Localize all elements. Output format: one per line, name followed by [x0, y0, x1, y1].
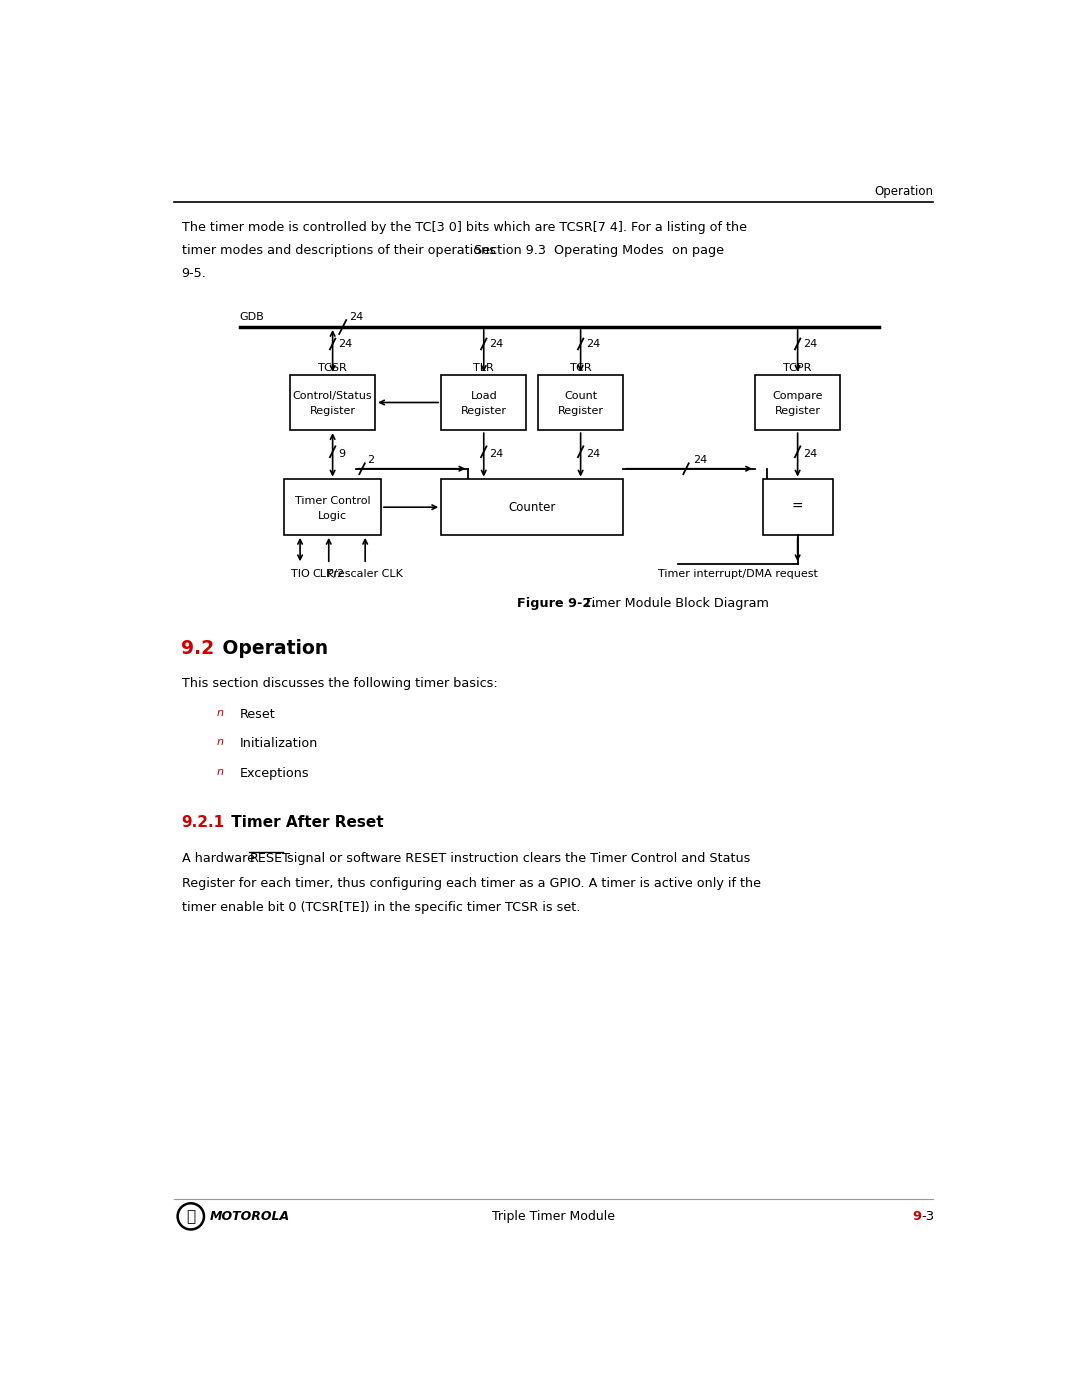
Text: Register: Register — [310, 405, 355, 416]
Text: Register: Register — [461, 405, 507, 416]
Text: signal or software RESET instruction clears the Timer Control and Status: signal or software RESET instruction cle… — [283, 852, 750, 865]
Text: =: = — [792, 500, 804, 514]
Text: 24: 24 — [349, 313, 363, 323]
Text: CLK/2: CLK/2 — [313, 569, 345, 578]
Bar — [755, 374, 840, 430]
Text: A hardware: A hardware — [181, 852, 255, 865]
Text: 24: 24 — [804, 338, 818, 349]
Text: Register: Register — [774, 405, 821, 416]
Text: 9.2: 9.2 — [181, 638, 215, 658]
Text: Timer Module Block Diagram: Timer Module Block Diagram — [580, 597, 769, 609]
Text: Logic: Logic — [319, 510, 347, 521]
Text: Counter: Counter — [509, 500, 556, 514]
Text: Triple Timer Module: Triple Timer Module — [492, 1210, 615, 1222]
Text: 24: 24 — [586, 448, 600, 458]
Text: Section 9.3  Operating Modes: Section 9.3 Operating Modes — [474, 244, 664, 257]
Text: Control/Status: Control/Status — [293, 391, 373, 401]
Bar — [538, 374, 623, 430]
Text: Figure 9-2.: Figure 9-2. — [516, 597, 596, 609]
Bar — [762, 479, 833, 535]
Text: n: n — [217, 738, 224, 747]
Text: 2: 2 — [367, 455, 375, 465]
Text: TCSR: TCSR — [319, 363, 347, 373]
Text: RESET: RESET — [249, 852, 291, 865]
Text: Operation: Operation — [874, 184, 933, 197]
Text: TCR: TCR — [570, 363, 592, 373]
Text: 9: 9 — [338, 448, 346, 458]
Text: timer modes and descriptions of their operations: timer modes and descriptions of their op… — [181, 244, 496, 257]
Bar — [441, 479, 623, 535]
Text: 24: 24 — [586, 338, 600, 349]
Text: 24: 24 — [804, 448, 818, 458]
Text: TCPR: TCPR — [783, 363, 812, 373]
Text: Compare: Compare — [772, 391, 823, 401]
Text: GDB: GDB — [240, 313, 265, 323]
Text: Ⓜ: Ⓜ — [186, 1208, 195, 1224]
Text: Reset: Reset — [240, 708, 275, 721]
Bar — [441, 374, 526, 430]
Text: Timer After Reset: Timer After Reset — [227, 816, 384, 830]
Text: Register: Register — [557, 405, 604, 416]
Text: n: n — [217, 708, 224, 718]
Text: Load: Load — [471, 391, 497, 401]
Text: 24: 24 — [489, 448, 503, 458]
Text: Timer interrupt/DMA request: Timer interrupt/DMA request — [658, 569, 818, 578]
Text: Prescaler CLK: Prescaler CLK — [327, 569, 403, 578]
Text: TLR: TLR — [473, 363, 495, 373]
Text: Operation: Operation — [216, 638, 328, 658]
Text: MOTOROLA: MOTOROLA — [211, 1210, 291, 1222]
Text: 24: 24 — [489, 338, 503, 349]
Text: 9: 9 — [913, 1210, 921, 1222]
Text: TIO: TIO — [291, 569, 310, 578]
Text: timer enable bit 0 (TCSR[TE]) in the specific timer TCSR is set.: timer enable bit 0 (TCSR[TE]) in the spe… — [181, 901, 580, 915]
Text: This section discusses the following timer basics:: This section discusses the following tim… — [181, 678, 497, 690]
Text: 24: 24 — [338, 338, 352, 349]
Text: 9.2.1: 9.2.1 — [181, 816, 225, 830]
Text: Timer Control: Timer Control — [295, 496, 370, 506]
Text: -3: -3 — [921, 1210, 935, 1222]
Text: The timer mode is controlled by the TC[3 0] bits which are TCSR[7 4]. For a list: The timer mode is controlled by the TC[3… — [181, 221, 746, 233]
Text: Register for each timer, thus configuring each timer as a GPIO. A timer is activ: Register for each timer, thus configurin… — [181, 877, 760, 890]
Bar — [284, 479, 381, 535]
Text: 24: 24 — [693, 455, 707, 465]
Text: 9-5.: 9-5. — [181, 267, 206, 279]
Bar — [291, 374, 375, 430]
Text: Initialization: Initialization — [240, 738, 318, 750]
Text: n: n — [217, 767, 224, 777]
Text: Count: Count — [564, 391, 597, 401]
Text: Exceptions: Exceptions — [240, 767, 309, 780]
Text: on page: on page — [672, 244, 724, 257]
